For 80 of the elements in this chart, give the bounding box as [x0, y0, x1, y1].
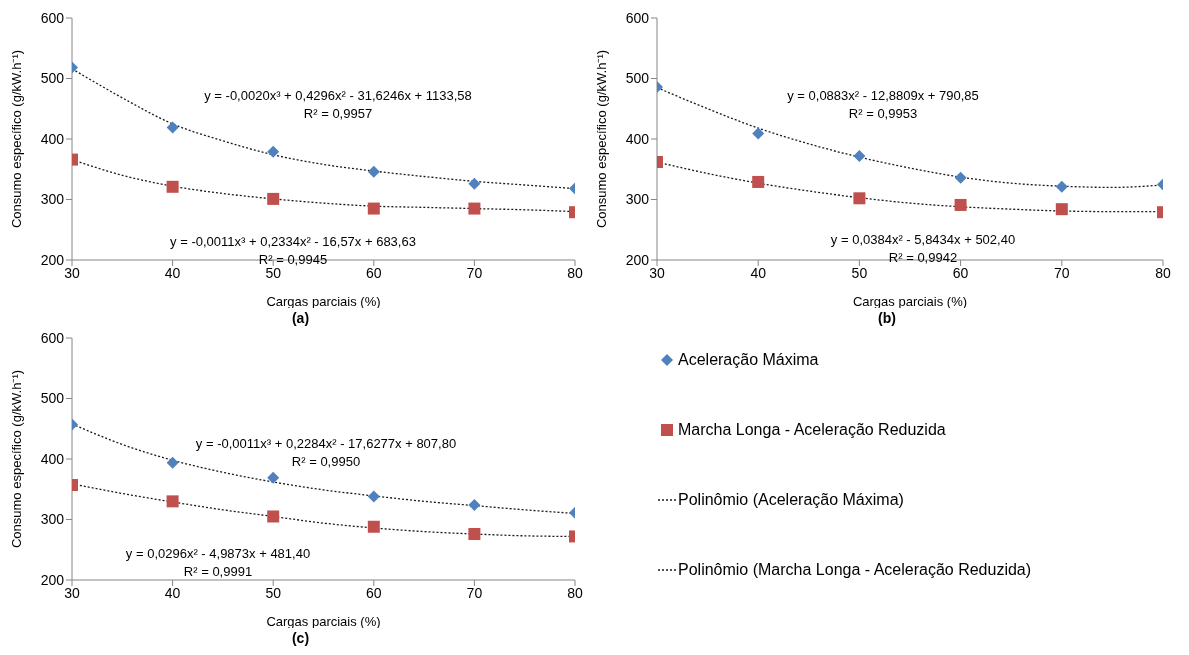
point: [853, 149, 866, 162]
legend-label: Aceleração Máxima: [678, 351, 819, 369]
x-tick-label: 70: [466, 584, 483, 601]
point: [954, 198, 967, 211]
point: [267, 471, 280, 484]
point: [166, 495, 179, 508]
x-tick-label: 60: [366, 584, 382, 601]
point: [1055, 203, 1068, 216]
x-tick-label: 40: [164, 264, 181, 281]
annotation: y = -0,0020x³ + 0,4296x² - 31,6246x + 1133,58: [204, 88, 472, 104]
y-tick-label: 300: [40, 191, 65, 208]
annotation: y = -0,0011x³ + 0,2334x² - 16,57x + 683,63: [170, 234, 416, 250]
point: [468, 528, 481, 541]
annotation: R² = 0,9953: [848, 106, 918, 122]
annotation: y = -0,0011x³ + 0,2284x² - 17,6277x + 807,80: [195, 436, 457, 452]
x-tick-label: 50: [265, 584, 282, 601]
x-tick-label: 60: [952, 264, 969, 281]
legend-label: Marcha Longa - Aceleração Reduzida: [678, 421, 946, 439]
annotation: R² = 0,9942: [888, 250, 958, 266]
legend-label: Polinômio (Marcha Longa - Aceleração Reduzida): [678, 561, 1032, 579]
annotation: R² = 0,9950: [291, 454, 361, 470]
x-tick-label: 70: [1054, 264, 1070, 281]
x-tick-label: 30: [64, 584, 80, 601]
annotation: y = 0,0883x² - 12,8809x + 790,85: [787, 88, 979, 104]
point: [267, 192, 280, 205]
y-tick-label: 400: [40, 450, 65, 467]
x-tick-label: 80: [567, 584, 583, 601]
point: [853, 192, 866, 205]
legend-label: Polinômio (Aceleração Máxima): [678, 491, 904, 509]
y-tick-label: 400: [625, 130, 650, 147]
y-tick-label: 500: [40, 70, 65, 87]
point: [468, 177, 481, 190]
point: [267, 145, 280, 158]
y-tick-label: 200: [40, 571, 65, 588]
text: (b): [877, 310, 897, 326]
x-tick-label: 70: [466, 264, 483, 281]
point: [367, 165, 380, 178]
y-tick-label: 200: [40, 251, 65, 268]
x-tick-label: 80: [567, 264, 583, 281]
y-axis-title: Consumo específico (g/kW.h⁻¹): [8, 49, 24, 229]
point: [954, 171, 967, 184]
x-tick-label: 30: [64, 264, 80, 281]
y-axis-title: Consumo específico (g/kW.h⁻¹): [593, 49, 609, 229]
point: [367, 490, 380, 503]
point: [468, 498, 481, 511]
x-tick-label: 60: [366, 264, 382, 281]
annotation: R² = 0,9991: [183, 564, 253, 580]
y-tick-label: 600: [625, 9, 650, 26]
text: (a): [290, 310, 311, 326]
point: [1055, 180, 1068, 193]
y-tick-label: 500: [40, 390, 65, 407]
x-tick-label: 50: [851, 264, 868, 281]
y-tick-label: 600: [40, 329, 65, 346]
x-axis-title: Cargas parciais (%): [266, 294, 381, 309]
point: [367, 202, 380, 215]
y-tick-label: 200: [625, 251, 650, 268]
text: (c): [290, 630, 311, 646]
x-tick-label: 40: [164, 584, 181, 601]
y-tick-label: 600: [40, 9, 65, 26]
annotation: y = 0,0296x² - 4,9873x + 481,40: [125, 546, 311, 562]
y-tick-label: 300: [40, 511, 65, 528]
point: [752, 175, 765, 188]
point: [468, 202, 481, 215]
x-tick-label: 40: [750, 264, 767, 281]
x-tick-label: 30: [649, 264, 665, 281]
y-axis-title: Consumo específico (g/kW.h⁻¹): [8, 369, 24, 549]
point: [267, 510, 280, 523]
y-tick-label: 500: [625, 70, 650, 87]
point: [367, 520, 380, 533]
point: [752, 127, 765, 140]
point: [166, 180, 179, 193]
y-tick-label: 300: [625, 191, 650, 208]
x-axis-title: Cargas parciais (%): [852, 294, 968, 309]
x-axis-title: Cargas parciais (%): [266, 614, 381, 629]
annotation: y = 0,0384x² - 5,8434x + 502,40: [830, 232, 1016, 248]
y-tick-label: 400: [40, 130, 65, 147]
annotation: R² = 0,9957: [303, 106, 373, 122]
point: [166, 456, 179, 469]
point: [166, 121, 179, 134]
x-tick-label: 80: [1155, 264, 1171, 281]
